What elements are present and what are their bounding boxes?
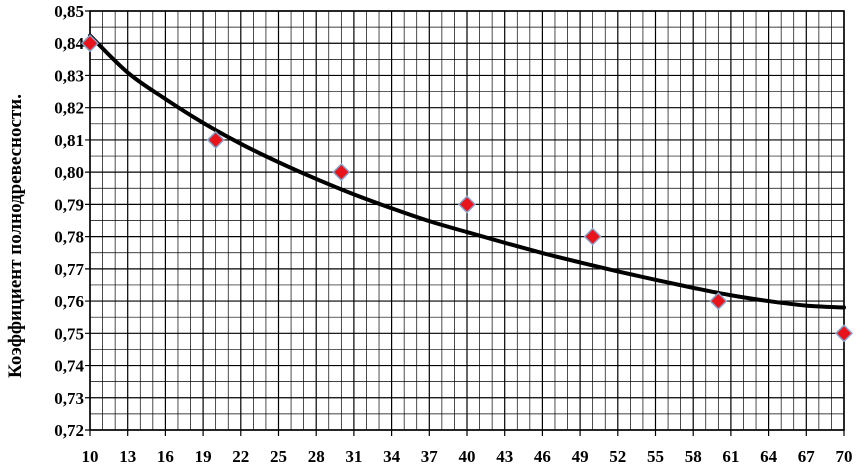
x-tick-label: 19: [195, 447, 212, 466]
major-grid: [85, 10, 845, 436]
trend-line: [88, 33, 846, 310]
data-point: [583, 227, 602, 246]
y-tick-label: 0,81: [54, 131, 84, 150]
y-tick-label: 0,82: [54, 99, 84, 118]
x-tick-label: 67: [798, 447, 816, 466]
x-tick-label: 70: [836, 447, 853, 466]
x-tick-label: 16: [157, 447, 174, 466]
x-tick-label: 43: [496, 447, 513, 466]
x-tick-label: 13: [119, 447, 136, 466]
y-tick-label: 0,84: [54, 34, 84, 53]
x-tick-labels: 10 13 16 19 22 25 28 31 34 37 40 43 46 49 52 55 58 61 64 67…: [82, 447, 853, 466]
data-point: [206, 130, 225, 149]
x-tick-label: 61: [722, 447, 739, 466]
y-tick-label: 0,73: [54, 389, 84, 408]
y-tick-label: 0,80: [54, 163, 84, 182]
y-tick-label: 0,77: [54, 260, 84, 279]
y-axis-label: Коэффициент полнодревесности.: [5, 94, 26, 378]
x-tick-label: 37: [421, 447, 439, 466]
y-tick-label: 0,72: [54, 421, 84, 440]
data-point: [332, 163, 351, 182]
y-tick-label: 0,78: [54, 228, 84, 247]
x-tick-label: 28: [308, 447, 325, 466]
trend-line-group: [88, 33, 846, 310]
y-tick-label: 0,74: [54, 357, 84, 376]
y-tick-labels: 0,72 0,73 0,74 0,75 0,76 0,77 0,78 0,79 0,80 0,81…: [54, 2, 84, 440]
x-tick-label: 46: [534, 447, 551, 466]
x-tick-label: 22: [232, 447, 249, 466]
x-tick-label: 31: [345, 447, 362, 466]
y-tick-label: 0,85: [54, 2, 84, 21]
axes: [89, 10, 845, 431]
x-tick-label: 40: [459, 447, 476, 466]
y-tick-label: 0,79: [54, 195, 84, 214]
x-tick-label: 34: [383, 447, 401, 466]
plot-frame: [89, 10, 845, 431]
data-point: [80, 34, 100, 53]
y-tick-label: 0,75: [54, 324, 84, 343]
x-tick-label: 10: [82, 447, 99, 466]
x-tick-label: 25: [270, 447, 287, 466]
x-tick-label: 64: [760, 447, 778, 466]
x-tick-label: 52: [609, 447, 626, 466]
x-tick-label: 55: [647, 447, 664, 466]
y-tick-label: 0,83: [54, 66, 84, 85]
data-point: [457, 195, 477, 214]
x-tick-label: 58: [685, 447, 702, 466]
data-point: [834, 324, 854, 343]
x-tick-label: 49: [572, 447, 589, 466]
data-points: [80, 34, 854, 343]
y-tick-label: 0,76: [54, 292, 84, 311]
data-point: [709, 292, 728, 311]
